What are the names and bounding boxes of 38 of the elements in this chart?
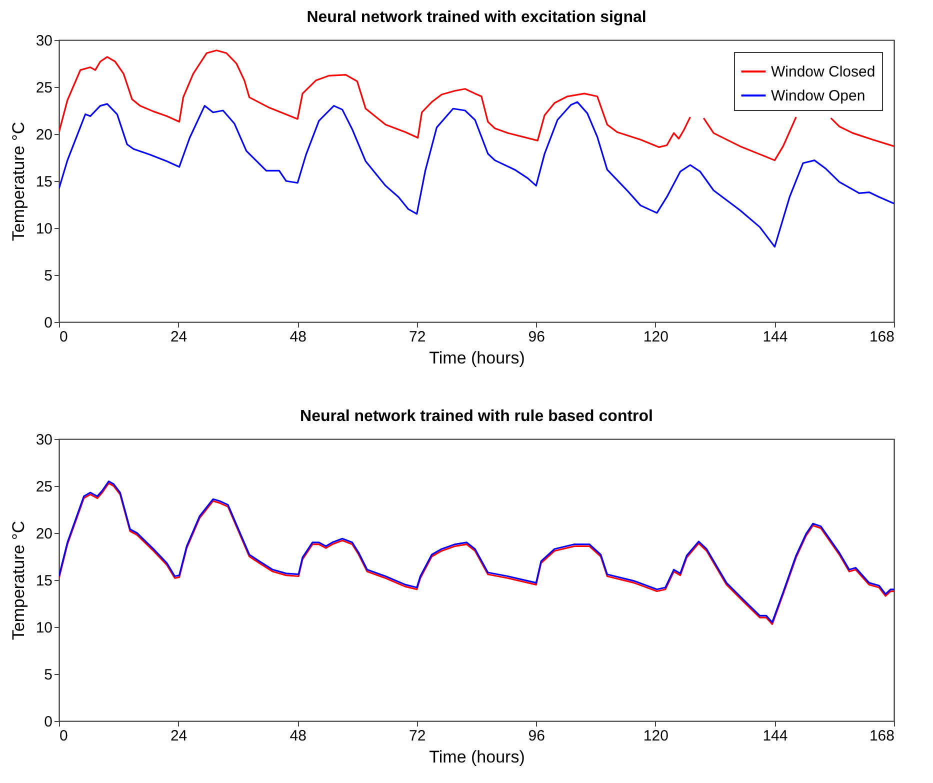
y-tick-label: 10: [36, 220, 52, 238]
y-tick-label: 20: [36, 126, 52, 144]
x-tick-label: 24: [170, 328, 188, 346]
x-tick-label: 0: [60, 728, 68, 744]
x-tick-label: 168: [869, 328, 894, 346]
y-tick-label: 0: [44, 714, 52, 730]
x-tick-label: 144: [762, 328, 788, 346]
y-tick-label: 10: [36, 620, 52, 636]
y-tick-label: 30: [36, 32, 52, 50]
y-axis-title: Temperature °C: [8, 122, 28, 242]
legend-label: Window Closed: [771, 64, 876, 80]
legend-label: Window Open: [771, 88, 866, 104]
x-tick-label: 96: [528, 728, 545, 744]
y-tick-label: 25: [36, 478, 52, 496]
x-tick-label: 72: [409, 728, 426, 744]
y-tick-label: 15: [36, 174, 52, 190]
x-tick-label: 168: [869, 728, 894, 744]
x-axis-title: Time (hours): [429, 348, 525, 368]
x-tick-label: 96: [528, 328, 545, 346]
chart-title: Neural network trained with excitation signal: [306, 9, 646, 26]
x-tick-label: 48: [290, 728, 306, 744]
y-tick-label: 25: [36, 80, 52, 96]
x-tick-label: 48: [290, 328, 306, 346]
x-tick-label: 24: [170, 728, 188, 744]
y-tick-label: 5: [44, 268, 52, 284]
x-axis-title: Time (hours): [429, 748, 525, 766]
y-tick-label: 30: [36, 432, 52, 448]
x-tick-label: 72: [409, 328, 426, 346]
x-tick-label: 120: [643, 328, 668, 346]
y-axis-title: Temperature °C: [8, 520, 28, 640]
x-tick-label: 120: [643, 728, 668, 744]
y-tick-label: 15: [36, 572, 52, 590]
chart-title: Neural network trained with rule based control: [300, 408, 653, 425]
x-tick-label: 0: [60, 328, 68, 346]
y-tick-label: 0: [44, 314, 52, 332]
y-tick-label: 5: [44, 666, 52, 684]
x-tick-label: 144: [762, 728, 788, 744]
y-tick-label: 20: [36, 526, 52, 542]
